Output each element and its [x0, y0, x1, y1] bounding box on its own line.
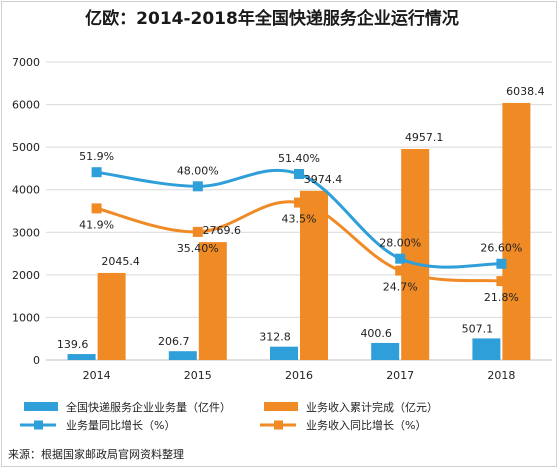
line-data-label: 43.5%: [282, 213, 317, 226]
series-marker: [294, 169, 304, 180]
y-tick-label: 5000: [12, 141, 40, 154]
y-tick-label: 1000: [12, 311, 40, 324]
legend: 全国快递服务企业业务量（亿件） 业务收入累计完成（亿元） 业务量同比增长（%） 业务收…: [20, 400, 438, 432]
y-tick-label: 4000: [12, 184, 40, 197]
series-marker: [192, 181, 203, 192]
legend-label: 全国快递服务企业业务量（亿件）: [66, 400, 231, 414]
legend-marker: [274, 420, 283, 430]
bars: [67, 102, 531, 361]
bar: [371, 342, 400, 360]
line-data-label: 24.7%: [383, 281, 418, 294]
bar-data-label: 206.7: [158, 335, 190, 348]
bar-data-label: 139.6: [57, 338, 89, 351]
y-tick-label: 7000: [12, 56, 40, 69]
source-note: 来源：根据国家邮政局官网资料整理: [8, 447, 184, 461]
grid-lines: [46, 61, 552, 318]
bar-data-label: 2769.6: [203, 224, 242, 237]
y-tick-label: 6000: [12, 99, 40, 112]
legend-item: 业务收入同比增长（%）: [260, 418, 426, 432]
bar: [270, 346, 298, 360]
line-data-label: 48.00%: [177, 164, 219, 177]
bar-data-label: 507.1: [462, 322, 494, 335]
bar: [502, 102, 531, 361]
bar: [300, 190, 328, 360]
legend-marker: [34, 420, 43, 430]
legend-item: 全国快递服务企业业务量（亿件）: [24, 400, 231, 414]
legend-swatch: [264, 402, 298, 411]
bar-data-label: 400.6: [360, 327, 392, 340]
data-labels: 139.6 206.7 312.8 400.6 507.1 2045.4 2769.6 397…: [57, 85, 545, 351]
bar: [168, 351, 197, 360]
line-data-label: 26.60%: [480, 242, 522, 255]
legend-label: 业务量同比增长（%）: [66, 418, 175, 432]
series-marker: [496, 258, 507, 269]
line-data-label: 21.8%: [484, 291, 519, 304]
bar: [401, 148, 430, 360]
x-tick-label: 2014: [83, 369, 111, 382]
x-tick-label: 2016: [285, 369, 313, 382]
series-marker: [91, 203, 102, 214]
line-data-label: 41.9%: [79, 218, 114, 231]
line-data-label: 28.00%: [379, 237, 421, 250]
bar-data-label: 6038.4: [506, 85, 545, 98]
line-data-label: 51.9%: [79, 150, 114, 163]
series-marker: [294, 197, 304, 208]
x-tick-label: 2018: [487, 369, 515, 382]
lines: [91, 167, 507, 287]
legend-item: 业务收入累计完成（亿元）: [264, 400, 438, 414]
series-marker: [395, 265, 406, 276]
series-marker: [496, 276, 507, 287]
bar-data-label: 4957.1: [405, 131, 444, 144]
bar: [67, 354, 96, 360]
bar-data-label: 3974.4: [304, 173, 343, 186]
y-tick-label: 2000: [12, 269, 40, 282]
series-marker: [192, 226, 203, 237]
x-tick-label: 2017: [386, 369, 414, 382]
y-tick-label: 3000: [12, 226, 40, 239]
x-tick-label: 2015: [184, 369, 212, 382]
chart-title: 亿欧：2014-2018年全国快递服务企业运行情况: [85, 8, 459, 29]
legend-item: 业务量同比增长（%）: [20, 418, 175, 432]
bar: [198, 242, 227, 360]
bar-data-label: 312.8: [259, 331, 291, 344]
axes: 0 1000 2000 3000 4000 5000 6000 7000 2014 2015 201…: [12, 56, 552, 382]
y-tick-label: 0: [33, 354, 40, 367]
series-marker: [395, 253, 406, 264]
line-data-label: 51.40%: [278, 152, 320, 165]
bar: [472, 338, 501, 360]
legend-swatch: [24, 402, 58, 411]
line-data-label: 35.40%: [177, 242, 219, 255]
legend-label: 业务收入同比增长（%）: [306, 418, 426, 432]
bar-data-label: 2045.4: [101, 255, 140, 268]
legend-label: 业务收入累计完成（亿元）: [306, 400, 438, 414]
series-marker: [91, 167, 102, 178]
bar: [97, 272, 126, 360]
